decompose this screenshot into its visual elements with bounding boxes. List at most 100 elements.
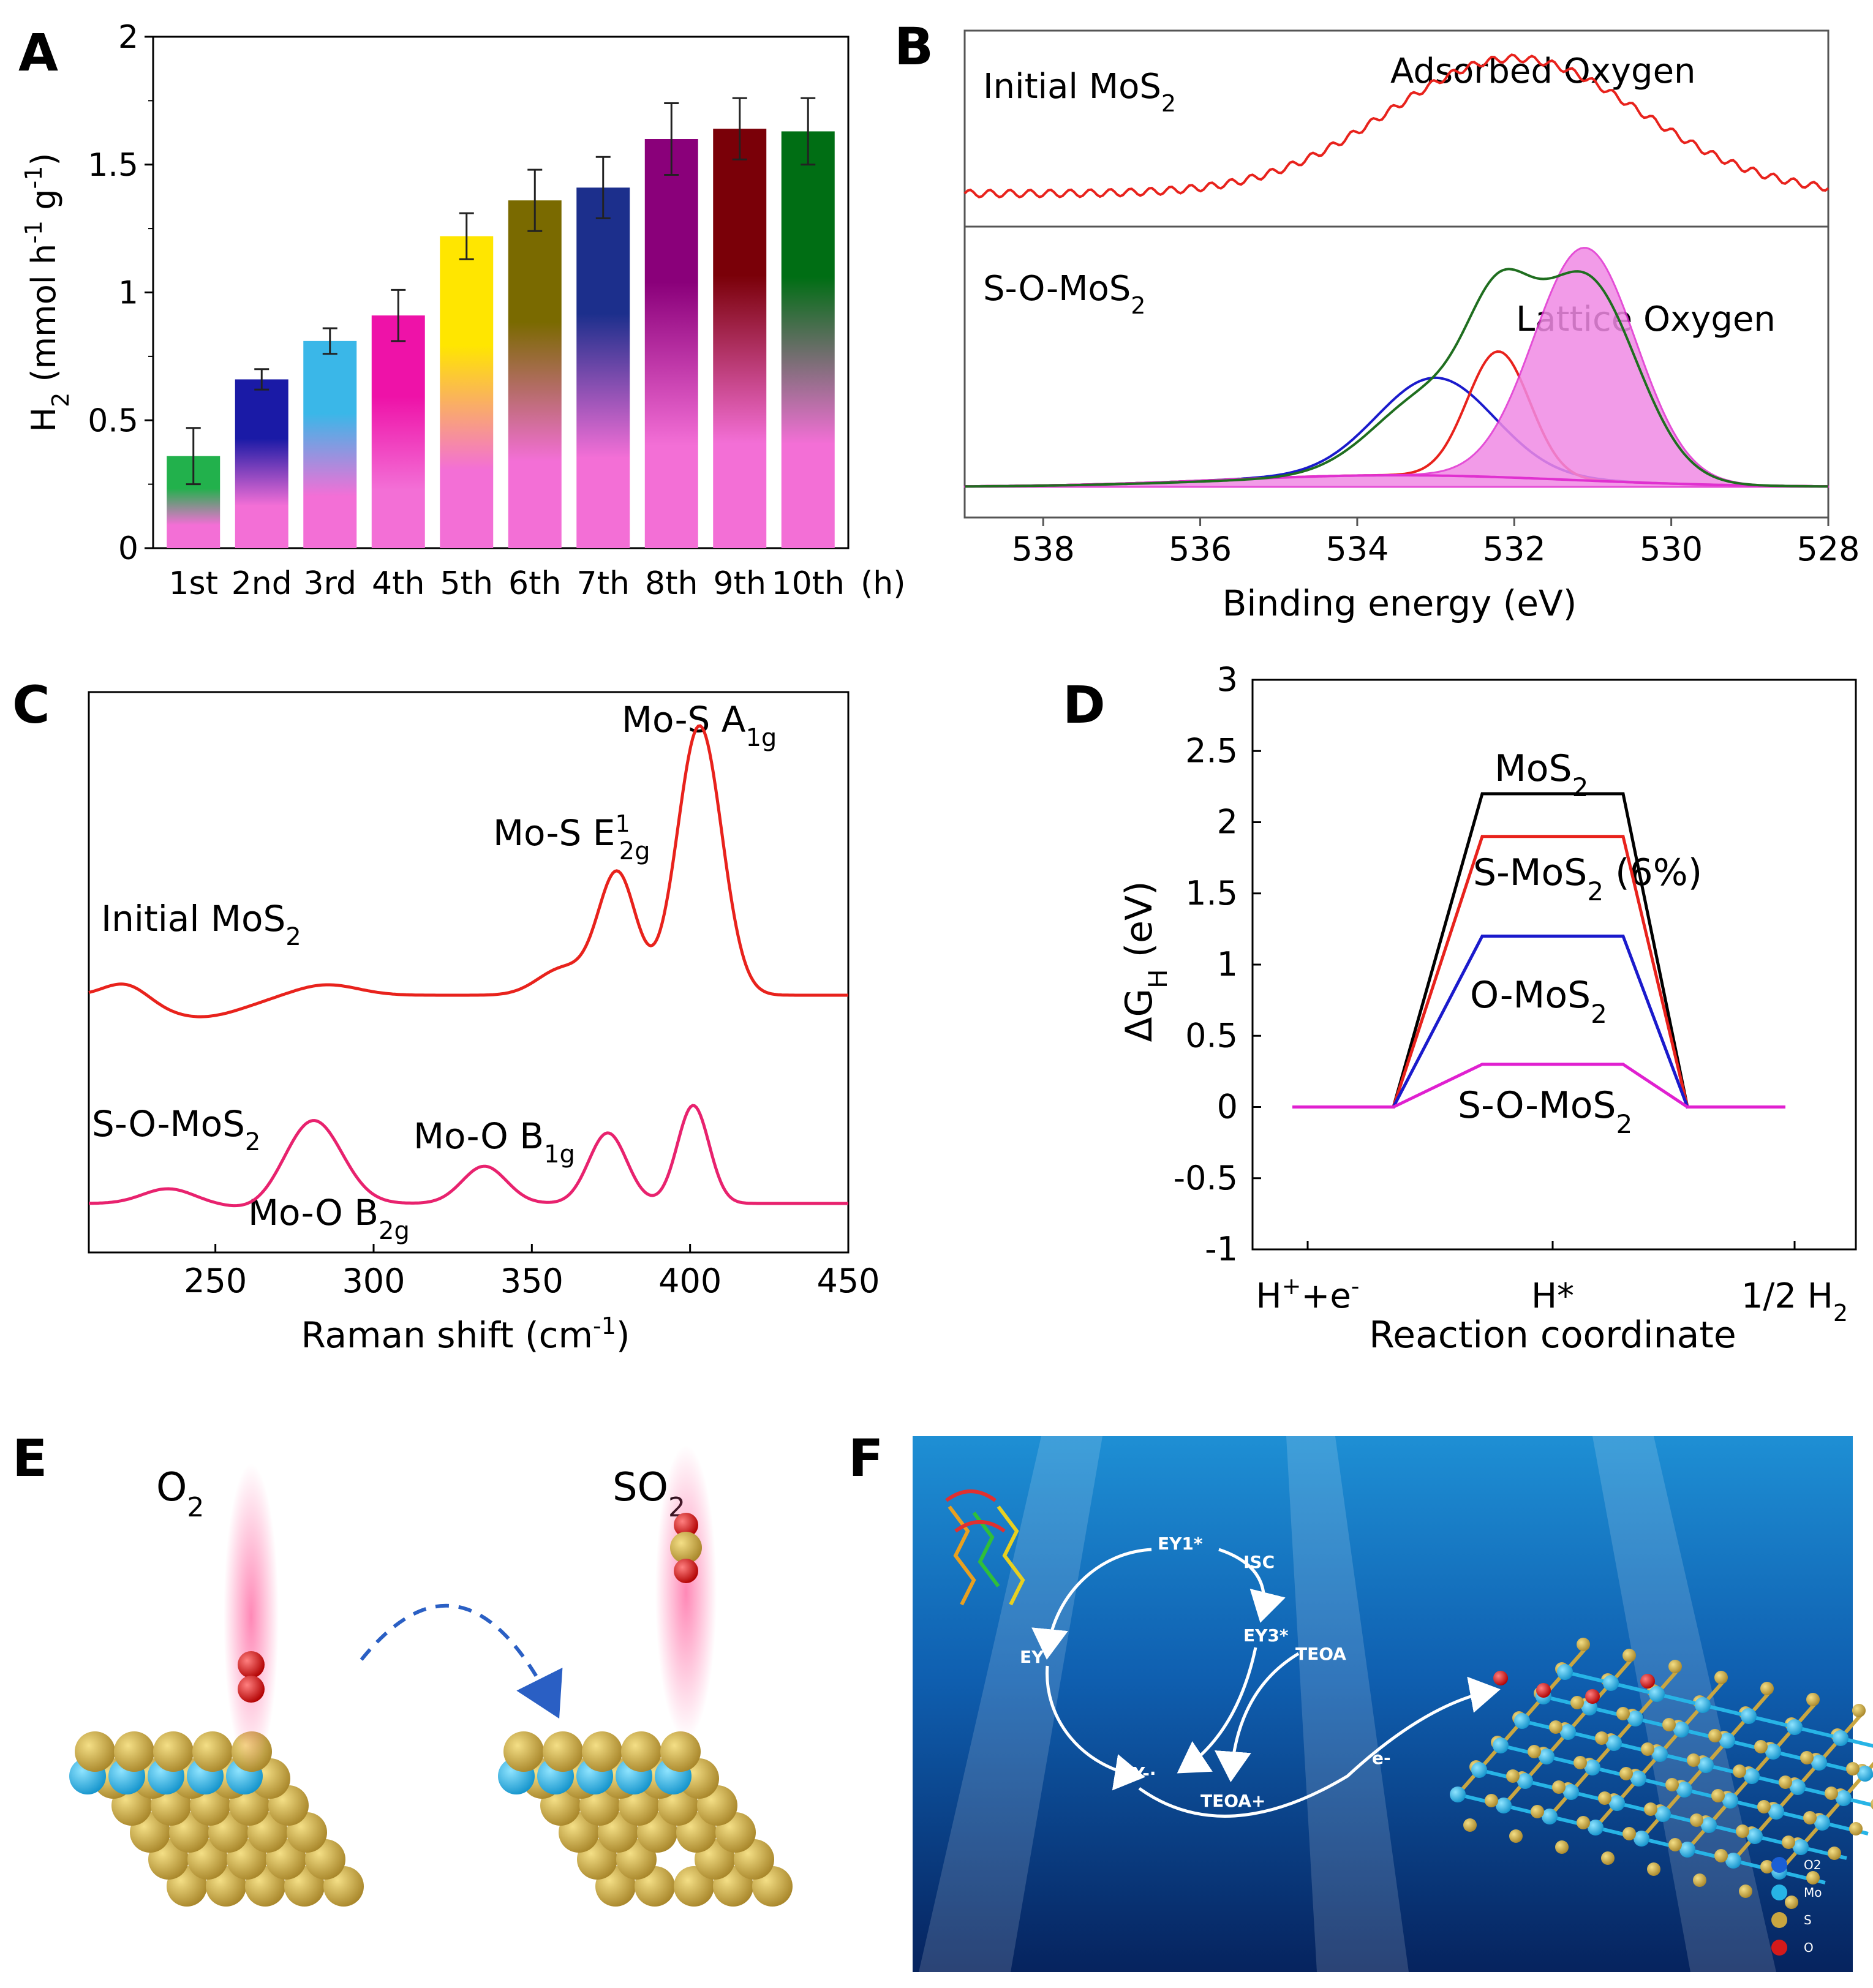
s-atom (1871, 1799, 1873, 1810)
legend-o2-icon (1771, 1857, 1787, 1873)
o-atom (1640, 1674, 1655, 1689)
legend-o-icon (1771, 1940, 1787, 1956)
mo-atom (1652, 1746, 1668, 1762)
panel-c-xtick-label: 250 (184, 1262, 247, 1300)
mo-atom (1539, 1749, 1555, 1764)
mo-atom (1517, 1773, 1533, 1789)
s-atom (1754, 1740, 1768, 1753)
panel-d-series-line (1292, 935, 1785, 1109)
s-atom (1733, 1764, 1746, 1778)
s-atom (1782, 1836, 1795, 1849)
panel-a-bar (713, 129, 767, 549)
panel-c-initial-curve (88, 724, 848, 1018)
panel-a-xtick-label: 5th (440, 565, 493, 602)
panel-b-xtick-label: 536 (1169, 530, 1232, 568)
panel-d-ytick-label: 3 (1217, 660, 1238, 699)
so2-o-top (674, 1513, 698, 1537)
s-atom (1708, 1729, 1722, 1742)
so2-s (670, 1532, 702, 1564)
panel-c-frame (88, 691, 850, 1254)
mo-atom (1790, 1779, 1806, 1795)
s-atom (75, 1731, 115, 1772)
s-atom (1595, 1731, 1608, 1745)
s-atom (1687, 1753, 1700, 1767)
mo-atom (1496, 1798, 1512, 1813)
panel-b-xtick-label: 538 (1012, 530, 1075, 568)
s-atom (621, 1731, 661, 1772)
mo-atom (1585, 1760, 1600, 1775)
mo-atom (1450, 1787, 1466, 1802)
mo-atom (1471, 1762, 1487, 1778)
panel-d-label-omos2: O-MoS2 (1470, 974, 1607, 1029)
s-atom (1528, 1745, 1541, 1758)
panel-b-xlabel: Binding energy (eV) (1223, 582, 1577, 624)
o-atom (1493, 1671, 1508, 1685)
s-atom (1806, 1693, 1820, 1706)
s-atom (1555, 1840, 1569, 1854)
panel-b-xtick-label: 530 (1640, 530, 1703, 568)
s-atom (1668, 1660, 1682, 1673)
panel-b-xps-chart: Initial MoS2 Adsorbed Oxygen S-O-MoS2 La… (963, 29, 1860, 624)
mo-atom (1747, 1828, 1763, 1844)
s-atom (1506, 1769, 1520, 1783)
panel-b-envelope-curve (964, 268, 1829, 488)
o2-glow (224, 1464, 279, 1770)
panel-a-x-unit: (h) (861, 565, 906, 602)
panel-d-ylabel: ΔGH (eV) (1118, 881, 1173, 1042)
panel-b-top-label: Initial MoS2 (983, 67, 1176, 117)
s-atom (1760, 1860, 1774, 1873)
panel-a-xtick-label: 9th (714, 565, 766, 602)
s-atom (1711, 1789, 1725, 1802)
panel-f-illustration: EY1* ISC EY3* TEOA EY EY-· TEOA+ e- O2 M… (913, 1436, 1873, 1972)
legend-mo-icon (1771, 1884, 1787, 1900)
panel-c-annotation-b1g: Mo-O B1g (413, 1115, 575, 1169)
mo-atom (1701, 1817, 1717, 1833)
mo-atom (1787, 1719, 1803, 1735)
s-atom (1757, 1800, 1771, 1813)
panel-b-adsorbed-oxygen: Adsorbed Oxygen (1390, 51, 1696, 91)
panel-d-series-line (1292, 1063, 1785, 1109)
o-atom (1536, 1683, 1551, 1698)
light-rays (919, 1436, 1776, 1972)
photocatalytic-cycle (1031, 1548, 1501, 1818)
mo-atom (1833, 1730, 1849, 1746)
panel-a-bar (508, 200, 562, 548)
panel-a-ytick-label: 1.5 (88, 147, 138, 184)
mo-atom (1557, 1664, 1573, 1680)
s-atom (1690, 1813, 1703, 1827)
so2-o-bottom (674, 1559, 698, 1583)
panel-a-ytick-label: 1 (118, 275, 138, 312)
panel-d-ytick-label: 1 (1217, 945, 1238, 984)
panel-letter-f: F (848, 1428, 883, 1488)
s-atom (1662, 1718, 1676, 1731)
panel-c-xtick-label: 350 (500, 1262, 563, 1300)
so2-glow (655, 1445, 717, 1739)
panel-a-bar (303, 341, 357, 548)
mo-atom (1695, 1697, 1711, 1713)
panel-letter-d: D (1063, 675, 1106, 735)
panel-e-label-o2: O2 (156, 1465, 204, 1523)
s-atom (1622, 1827, 1636, 1840)
panel-d-series-line (1292, 792, 1785, 1109)
s-atom (660, 1731, 701, 1772)
panel-c-raman-chart: Initial MoS2 S-O-MoS2 Mo-S A1g Mo-S E1 2g… (88, 691, 880, 1356)
legend-s-icon (1771, 1912, 1787, 1928)
panel-a-bar (235, 379, 288, 548)
mo-atom (1679, 1842, 1695, 1858)
s-atom (582, 1731, 622, 1772)
s-atom (1570, 1696, 1584, 1709)
panel-a-bar-chart: 0 0.5 1 1.5 2 1st 2nd 3rd 4th 5th 6th 7th 8th 9th 10th… (20, 19, 906, 602)
panel-a-bar (644, 139, 698, 548)
s-atom (1828, 1847, 1841, 1860)
panel-d-xtick-3: 1/2 H2 (1741, 1276, 1848, 1327)
s-atom (1668, 1838, 1682, 1851)
panel-letter-a: A (18, 23, 58, 83)
s-atom (1714, 1671, 1728, 1684)
s-atom (114, 1731, 154, 1772)
mo-atom (1514, 1713, 1530, 1729)
s-atom (1693, 1873, 1706, 1887)
mo-atom (1836, 1790, 1852, 1806)
cycle-labels: EY1* ISC EY3* TEOA EY EY-· TEOA+ e- (1020, 1534, 1391, 1811)
mo-atom (1676, 1782, 1692, 1798)
s-atom (503, 1731, 544, 1772)
